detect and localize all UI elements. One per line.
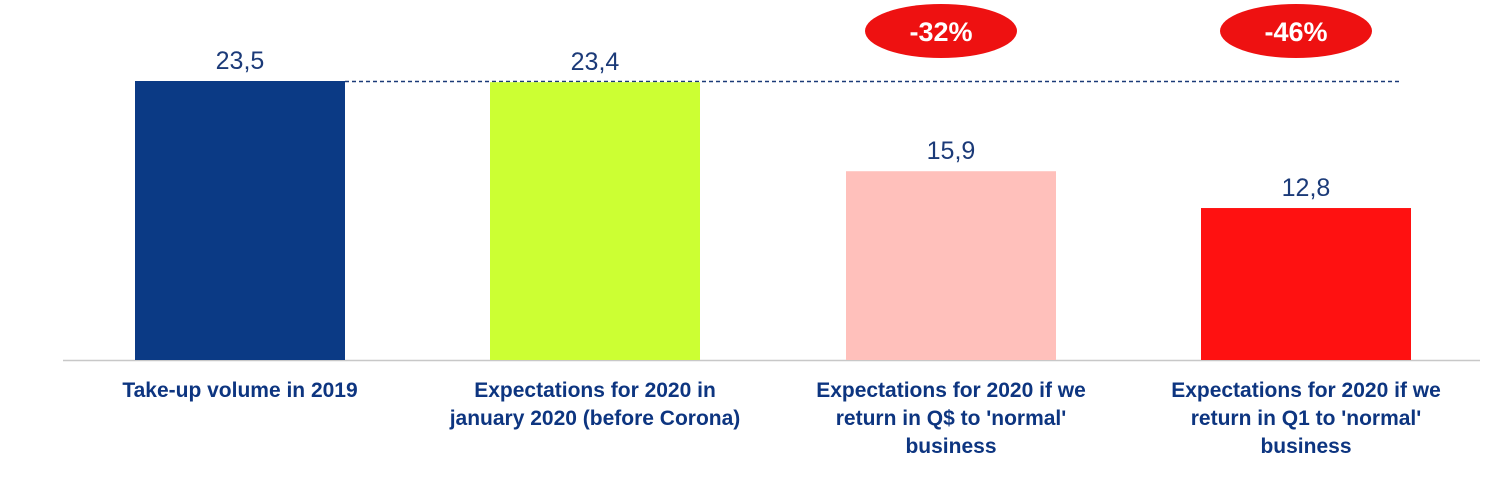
category-label-line: business — [905, 435, 996, 458]
badges-group: -32% -46% — [865, 4, 1372, 58]
bar-1 — [135, 81, 345, 360]
badge-oval — [865, 4, 1017, 58]
category-label-line: Take-up volume in 2019 — [122, 379, 357, 402]
category-label-line: Expectations for 2020 if we — [1171, 379, 1441, 402]
category-label-1: Take-up volume in 2019 — [122, 379, 357, 402]
badge-oval — [1220, 4, 1372, 58]
value-label-4: 12,8 — [1282, 174, 1331, 202]
change-badge-1: -32% — [865, 4, 1017, 58]
bar-2 — [490, 82, 700, 361]
category-label-4: Expectations for 2020 if we return in Q1 … — [1171, 379, 1441, 458]
category-label-line: return in Q1 to 'normal' — [1191, 407, 1422, 430]
value-label-3: 15,9 — [927, 137, 976, 165]
value-labels-group: 23,5 23,4 15,9 12,8 — [216, 47, 1331, 202]
category-label-line: Expectations for 2020 if we — [816, 379, 1086, 402]
value-label-2: 23,4 — [571, 48, 620, 76]
category-label-line: january 2020 (before Corona) — [449, 407, 741, 430]
category-label-3: Expectations for 2020 if we return in Q$ … — [816, 379, 1086, 458]
category-label-2: Expectations for 2020 in january 2020 (be… — [449, 379, 741, 430]
value-label-1: 23,5 — [216, 47, 265, 75]
category-labels-group: Take-up volume in 2019 Expectations for 2… — [122, 379, 1440, 458]
category-label-line: Expectations for 2020 in — [474, 379, 716, 402]
change-badge-2: -46% — [1220, 4, 1372, 58]
bars-group — [135, 81, 1411, 361]
bar-3 — [846, 171, 1056, 360]
category-label-line: return in Q$ to 'normal' — [836, 407, 1067, 430]
category-label-line: business — [1260, 435, 1351, 458]
badge-text: -32% — [909, 17, 972, 47]
bar-4 — [1201, 208, 1411, 360]
badge-text: -46% — [1264, 17, 1327, 47]
